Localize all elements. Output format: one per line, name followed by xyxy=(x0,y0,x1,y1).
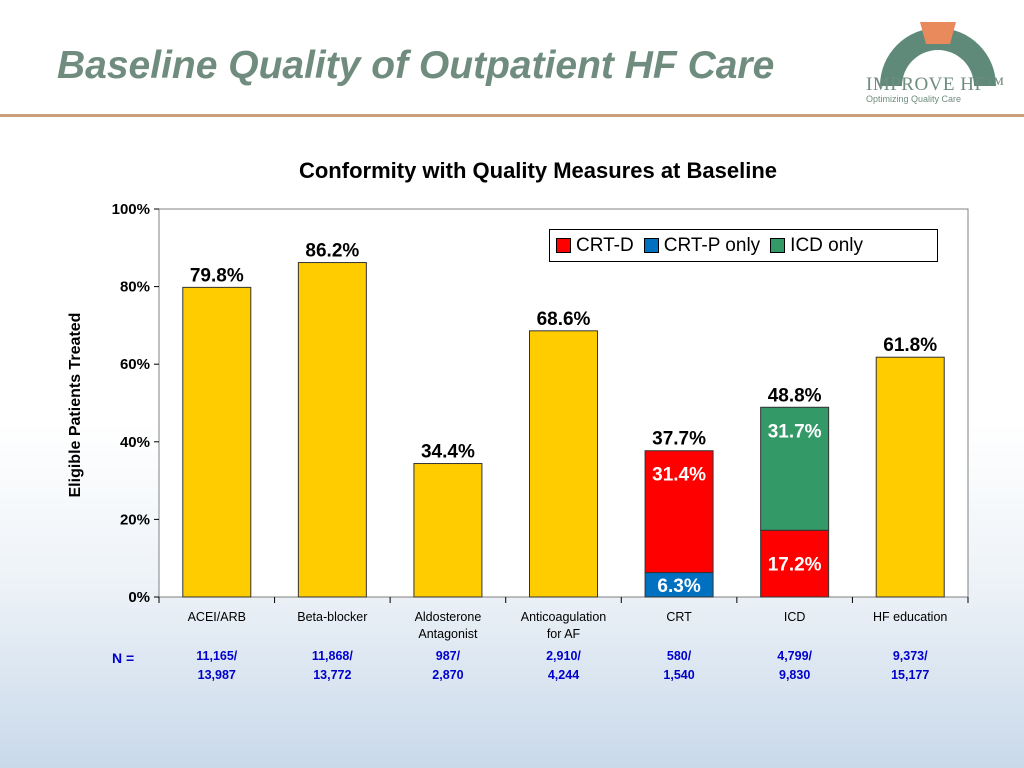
x-category-label-line: Aldosterone xyxy=(414,610,482,624)
x-category-label: Anticoagulation for AF xyxy=(499,609,629,643)
n-numerator: 987/ xyxy=(435,649,461,663)
legend-item-crt-d: CRT-D xyxy=(556,235,634,257)
y-tick-label: 80% xyxy=(120,279,150,296)
legend-swatch-crt-d xyxy=(556,238,571,253)
legend-item-crt-p: CRT-P only xyxy=(643,234,761,257)
segment-label: 17.2% xyxy=(768,555,822,576)
legend-item-icd: ICD only xyxy=(770,235,863,257)
n-value: 987/2,870 xyxy=(393,647,503,685)
x-category-label-line: Antagonist xyxy=(418,627,478,641)
value-label: 79.8% xyxy=(190,265,244,286)
n-value: 4,799/9,830 xyxy=(740,647,850,685)
n-denominator: 1,540 xyxy=(663,668,695,682)
bar xyxy=(529,330,598,598)
x-category-label-line: for AF xyxy=(546,627,581,641)
bar-segment xyxy=(760,406,830,531)
bar-segment xyxy=(644,450,714,574)
n-denominator: 13,987 xyxy=(197,668,236,682)
n-denominator: 2,870 xyxy=(432,668,464,682)
x-category-label: Aldosterone Antagonist xyxy=(383,609,513,643)
y-tick-label: 100% xyxy=(112,201,150,218)
legend-label-crt-p: CRT-P only xyxy=(663,234,761,256)
x-category-label: ICD xyxy=(730,609,860,626)
n-value: 9,373/15,177 xyxy=(855,647,965,685)
bar-segment xyxy=(644,572,714,598)
logo-text: IMPROVE HF™ xyxy=(866,74,1005,95)
n-denominator: 9,830 xyxy=(779,668,811,682)
n-numerator: 11,868/ xyxy=(311,649,353,663)
title-divider xyxy=(0,114,1024,117)
value-label: 86.2% xyxy=(305,241,359,262)
y-tick-label: 40% xyxy=(120,434,150,451)
n-numerator: 9,373/ xyxy=(892,649,928,663)
chart-title: Conformity with Quality Measures at Base… xyxy=(298,158,777,183)
value-label: 48.8% xyxy=(768,386,822,407)
value-label: 68.6% xyxy=(537,309,591,330)
segment-label: 31.4% xyxy=(652,465,706,486)
x-category-label-line: Beta-blocker xyxy=(297,610,368,624)
bar xyxy=(875,356,945,598)
x-category-label-line: ICD xyxy=(783,610,806,624)
y-axis-label: Eligible Patients Treated xyxy=(67,312,84,498)
value-label: 34.4% xyxy=(421,442,475,463)
segment-label: 6.3% xyxy=(657,576,700,597)
x-category-label: HF education xyxy=(845,609,975,626)
n-numerator: 4,799/ xyxy=(777,649,813,663)
n-numerator: 2,910/ xyxy=(546,649,581,663)
n-numerator: 580/ xyxy=(666,649,692,663)
x-category-label: Beta-blocker xyxy=(267,609,397,626)
value-label: 37.7% xyxy=(652,429,706,450)
value-label: 61.8% xyxy=(883,335,937,356)
n-denominator: 15,177 xyxy=(891,668,930,682)
slide-title: Baseline Quality of Outpatient HF Care xyxy=(57,44,775,87)
segment-label: 31.7% xyxy=(768,421,822,442)
x-category-label-line: Anticoagulation xyxy=(520,610,607,624)
x-category-label-line: HF education xyxy=(873,610,948,624)
legend-swatch-icd xyxy=(770,238,786,253)
x-category-label-line: ACEI/ARB xyxy=(187,610,246,624)
x-category-label-line: CRT xyxy=(666,610,692,624)
bar xyxy=(413,463,483,598)
logo-tagline: Optimizing Quality Care xyxy=(866,94,962,104)
x-category-label: ACEI/ARB xyxy=(152,609,282,626)
y-tick-label: 60% xyxy=(120,356,150,373)
x-category-label: CRT xyxy=(614,609,744,626)
legend-label-crt-d: CRT-D xyxy=(576,234,634,256)
n-value: 11,165/13,987 xyxy=(162,647,272,685)
n-numerator: 11,165/ xyxy=(196,649,238,663)
n-value: 580/1,540 xyxy=(624,647,734,685)
improve-hf-logo-icon xyxy=(880,22,996,86)
legend-swatch-crt-p xyxy=(643,238,659,253)
n-value: 2,910/4,244 xyxy=(509,647,619,685)
bar-segment xyxy=(760,529,830,598)
n-denominator: 13,772 xyxy=(313,668,352,682)
bar xyxy=(182,286,252,598)
n-denominator: 4,244 xyxy=(547,668,580,682)
chart-legend: CRT-D CRT-P only ICD only xyxy=(549,229,938,262)
y-tick-label: 0% xyxy=(128,589,150,606)
n-value: 11,868/13,772 xyxy=(277,647,387,685)
n-label: N = xyxy=(112,650,135,666)
y-tick-label: 20% xyxy=(120,511,150,528)
bar xyxy=(297,262,367,598)
legend-label-icd: ICD only xyxy=(790,234,864,256)
